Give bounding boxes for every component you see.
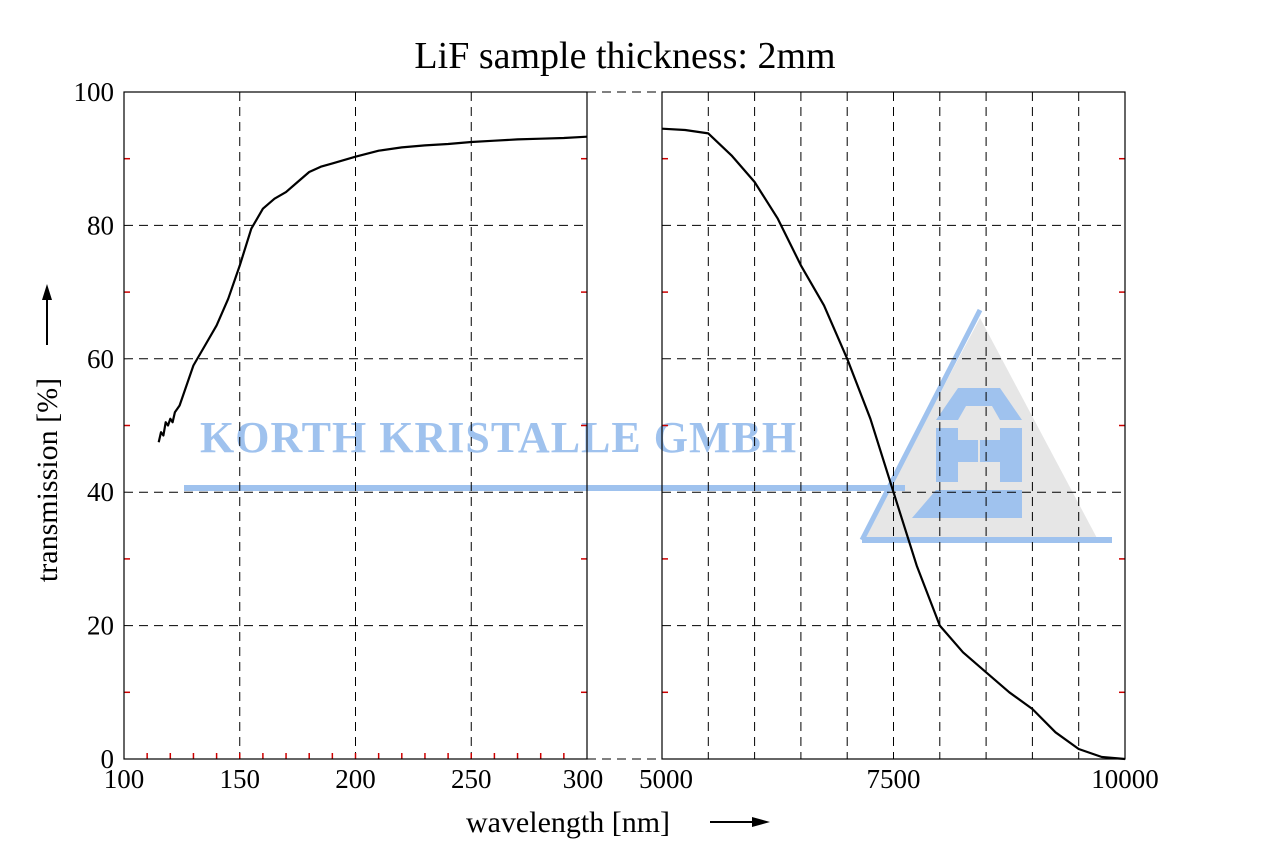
x-axis-arrow xyxy=(710,817,770,827)
x-tick-label: 150 xyxy=(220,764,261,794)
chart-title: LiF sample thickness: 2mm xyxy=(414,35,835,77)
y-tick-label: 80 xyxy=(87,210,114,240)
plot-frames xyxy=(123,91,1126,760)
x-tick-label: 10000 xyxy=(1091,764,1159,794)
x-tick-label: 5000 xyxy=(639,764,693,794)
x-tick-label: 250 xyxy=(451,764,492,794)
x-tick-label: 300 xyxy=(563,764,604,794)
y-tick-label: 100 xyxy=(74,77,115,107)
x-tick-label: 100 xyxy=(104,764,145,794)
logo-triangle-left-stripe xyxy=(859,308,983,542)
korth-logo-watermark: KORTH KRISTALLE GMBH xyxy=(184,308,1112,543)
x-tick-label: 7500 xyxy=(867,764,921,794)
grid-layer xyxy=(124,92,1125,759)
watermark-text: KORTH KRISTALLE GMBH xyxy=(200,413,797,462)
logo-emblem xyxy=(912,388,1022,518)
y-tick-label: 0 xyxy=(101,744,115,774)
plot-frame xyxy=(123,91,588,760)
plot-frame xyxy=(661,91,1126,760)
y-axis-arrow xyxy=(42,284,52,345)
y-tick-label: 60 xyxy=(87,344,114,374)
tick-labels: 100 150 200 250 300 5000 7500 10000 0 20 40 60 80 100 xyxy=(74,77,1159,794)
x-axis-label: wavelength [nm] xyxy=(466,806,670,839)
series-line-ir xyxy=(661,127,1126,761)
x-tick-label: 200 xyxy=(335,764,376,794)
logo-triangle xyxy=(862,318,1098,540)
series-line-uv xyxy=(157,135,588,443)
series-layer xyxy=(157,127,1126,761)
y-axis-label: transmission [%] xyxy=(31,378,64,582)
y-tick-label: 20 xyxy=(87,611,114,641)
y-tick-label: 40 xyxy=(87,477,114,507)
